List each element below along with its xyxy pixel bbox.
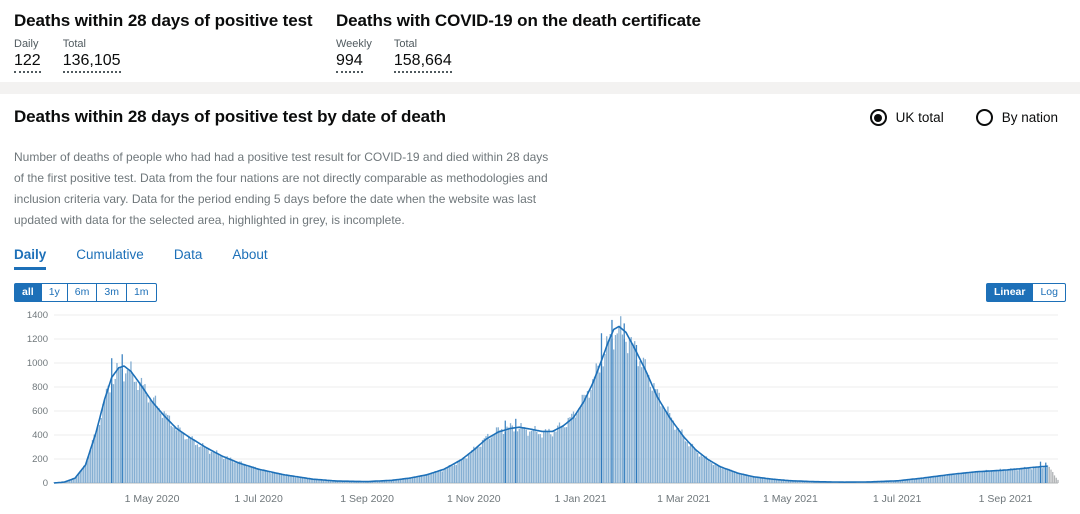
summary-title-deaths-28-days: Deaths within 28 days of positive test bbox=[14, 11, 313, 30]
radio-unselected-icon bbox=[975, 109, 993, 126]
radio-selected-icon bbox=[869, 109, 887, 126]
metric-total-cert-label: Total bbox=[393, 38, 418, 50]
chart-description: Number of deaths of people who had had a… bbox=[14, 150, 549, 227]
svg-text:1 Jul 2020: 1 Jul 2020 bbox=[234, 493, 283, 505]
summary-deaths-28-days: Deaths within 28 days of positive test D… bbox=[14, 11, 336, 73]
svg-text:1 May 2021: 1 May 2021 bbox=[763, 493, 818, 505]
tab-bar: Daily Cumulative Data About bbox=[14, 247, 1066, 270]
chart-controls: all 1y 6m 3m 1m Linear Log bbox=[14, 283, 1066, 302]
tab-daily[interactable]: Daily bbox=[14, 247, 47, 270]
metric-weekly-label: Weekly bbox=[336, 38, 372, 50]
scale-log-button[interactable]: Log bbox=[1032, 283, 1066, 302]
svg-text:1200: 1200 bbox=[27, 334, 48, 345]
range-6m-button[interactable]: 6m bbox=[66, 283, 98, 302]
metric-daily-value[interactable]: 122 bbox=[14, 52, 41, 73]
radio-by-nation[interactable]: By nation bbox=[975, 109, 1058, 126]
range-3m-button[interactable]: 3m bbox=[96, 283, 127, 302]
svg-text:1 May 2020: 1 May 2020 bbox=[125, 493, 180, 505]
metric-total-value[interactable]: 136,105 bbox=[62, 52, 121, 73]
tab-cumulative[interactable]: Cumulative bbox=[76, 247, 144, 262]
metric-total-cert-value[interactable]: 158,664 bbox=[393, 52, 452, 73]
scale-button-group: Linear Log bbox=[985, 283, 1066, 302]
svg-text:800: 800 bbox=[32, 382, 48, 393]
summary-title-deaths-certificate: Deaths with COVID-19 on the death certif… bbox=[336, 11, 701, 30]
tab-data[interactable]: Data bbox=[173, 247, 203, 262]
svg-text:1 Jan 2021: 1 Jan 2021 bbox=[555, 493, 607, 505]
radio-uk-total[interactable]: UK total bbox=[869, 109, 944, 126]
chart-card: Deaths within 28 days of positive test b… bbox=[0, 94, 1080, 514]
metric-weekly-value[interactable]: 994 bbox=[336, 52, 363, 73]
svg-text:1 Sep 2020: 1 Sep 2020 bbox=[340, 493, 394, 505]
range-1m-button[interactable]: 1m bbox=[125, 283, 157, 302]
metric-total-label: Total bbox=[62, 38, 86, 50]
scale-linear-button[interactable]: Linear bbox=[985, 283, 1034, 302]
svg-text:1 Nov 2020: 1 Nov 2020 bbox=[447, 493, 501, 505]
metric-total-certificate: Total 158,664 bbox=[393, 38, 452, 73]
range-button-group: all 1y 6m 3m 1m bbox=[14, 283, 157, 302]
metric-weekly: Weekly 994 bbox=[336, 38, 372, 73]
range-1y-button[interactable]: 1y bbox=[40, 283, 68, 302]
metric-daily-label: Daily bbox=[14, 38, 39, 50]
svg-text:1000: 1000 bbox=[27, 358, 48, 369]
chart-area[interactable]: 0 200 400 600 800 1000 1200 1400 1 May 2020 1 Jul… bbox=[14, 307, 1066, 511]
svg-text:0: 0 bbox=[43, 478, 48, 489]
svg-text:600: 600 bbox=[32, 406, 48, 417]
svg-text:1400: 1400 bbox=[27, 310, 48, 321]
svg-text:400: 400 bbox=[32, 430, 48, 441]
metric-daily: Daily 122 bbox=[14, 38, 41, 73]
summary-deaths-certificate: Deaths with COVID-19 on the death certif… bbox=[336, 11, 701, 73]
range-all-button[interactable]: all bbox=[14, 283, 42, 302]
tab-about[interactable]: About bbox=[232, 247, 268, 262]
radio-uk-total-label: UK total bbox=[895, 110, 944, 125]
summary-header: Deaths within 28 days of positive test D… bbox=[0, 0, 1080, 82]
svg-text:1 Jul 2021: 1 Jul 2021 bbox=[873, 493, 922, 505]
svg-text:1 Mar 2021: 1 Mar 2021 bbox=[657, 493, 710, 505]
metric-total-28-days: Total 136,105 bbox=[62, 38, 121, 73]
area-type-radio-group: UK total By nation bbox=[869, 109, 1066, 126]
card-header: Deaths within 28 days of positive test b… bbox=[14, 107, 1066, 127]
deaths-by-date-chart[interactable]: 0 200 400 600 800 1000 1200 1400 1 May 2020 1 Jul… bbox=[14, 307, 1066, 511]
card-title: Deaths within 28 days of positive test b… bbox=[14, 107, 446, 126]
radio-by-nation-label: By nation bbox=[1001, 110, 1058, 125]
svg-text:1 Sep 2021: 1 Sep 2021 bbox=[979, 493, 1033, 505]
svg-text:200: 200 bbox=[32, 454, 48, 465]
